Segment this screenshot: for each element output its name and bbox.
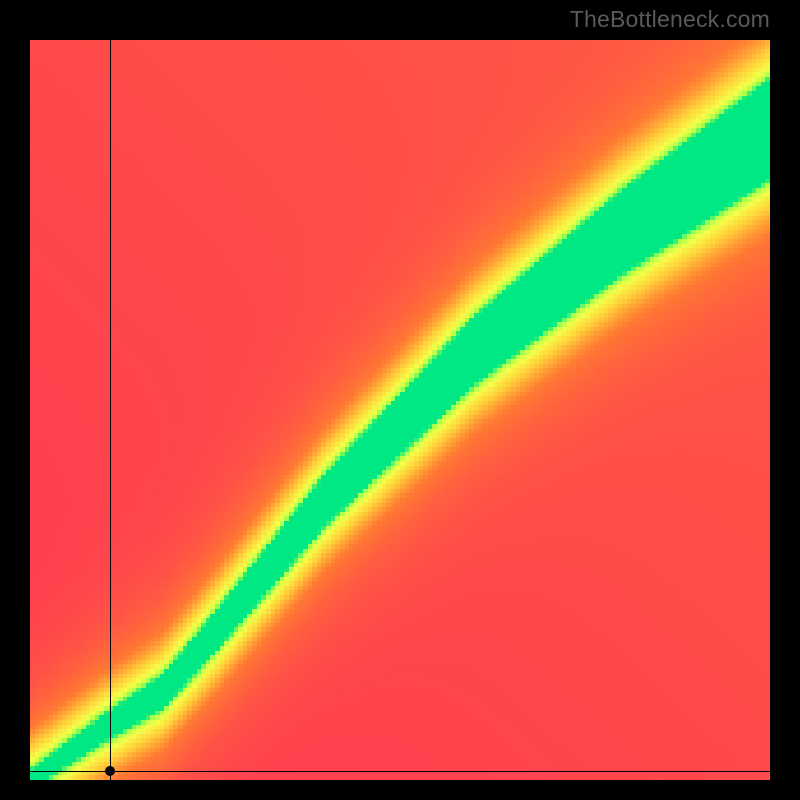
attribution-text: TheBottleneck.com bbox=[570, 6, 770, 33]
crosshair-horizontal-line bbox=[30, 771, 770, 772]
crosshair-marker bbox=[105, 766, 115, 776]
bottleneck-heatmap bbox=[30, 40, 770, 780]
image-frame: TheBottleneck.com bbox=[0, 0, 800, 800]
heatmap-canvas bbox=[30, 40, 770, 780]
crosshair-vertical-line bbox=[110, 40, 111, 780]
